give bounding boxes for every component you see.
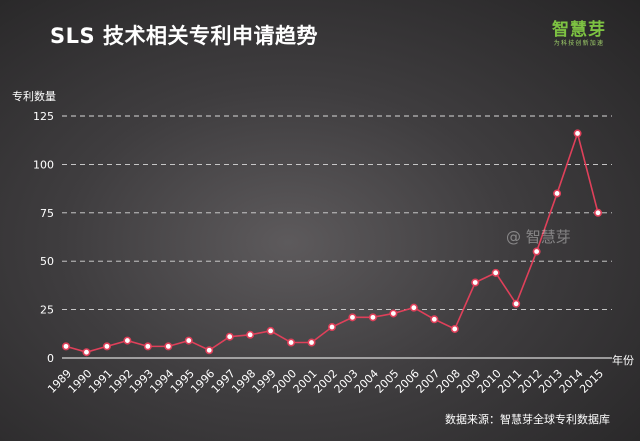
grid-lines	[62, 115, 612, 359]
data-point	[205, 346, 214, 355]
data-points	[61, 129, 602, 357]
y-tick-label: 125	[33, 110, 54, 123]
data-point	[348, 313, 357, 322]
chart-title: SLS 技术相关专利申请趋势	[50, 24, 318, 48]
data-point	[532, 247, 541, 256]
data-point	[409, 303, 418, 312]
y-axis-title: 专利数量	[12, 89, 56, 103]
data-source-note: 数据来源：智慧芽全球专利数据库	[445, 413, 610, 426]
logo-tagline: 为科技创新加速	[553, 40, 605, 47]
logo-name: 智慧芽	[552, 20, 606, 40]
data-point	[553, 189, 562, 198]
brand-logo: 智慧芽 为科技创新加速	[544, 20, 614, 48]
data-point	[368, 313, 377, 322]
data-point	[102, 342, 111, 351]
data-point	[266, 326, 275, 335]
data-point	[143, 342, 152, 351]
x-tick-label: 2015	[577, 367, 606, 396]
data-point	[307, 338, 316, 347]
data-point	[327, 323, 336, 332]
y-tick-label: 75	[40, 207, 54, 220]
data-point	[573, 129, 582, 138]
y-tick-label: 50	[40, 255, 54, 268]
data-point	[593, 208, 602, 217]
y-tick-labels: 0 25 50 75 100 125	[33, 110, 54, 365]
data-point	[430, 315, 439, 324]
x-tick-labels: 1989199019911992199319941995199619971998…	[45, 367, 606, 396]
y-tick-label: 0	[47, 352, 54, 365]
data-point	[82, 348, 91, 357]
data-point	[491, 268, 500, 277]
y-tick-label: 100	[33, 158, 54, 171]
data-point	[512, 299, 521, 308]
data-point	[164, 342, 173, 351]
y-tick-label: 25	[40, 304, 54, 317]
data-point	[123, 336, 132, 345]
data-point	[246, 330, 255, 339]
data-point	[389, 309, 398, 318]
data-point	[471, 278, 480, 287]
data-point	[184, 336, 193, 345]
data-point	[225, 332, 234, 341]
data-point	[287, 338, 296, 347]
data-point	[450, 324, 459, 333]
x-axis-title: 年份	[612, 353, 634, 367]
data-point	[61, 342, 70, 351]
watermark: @ 智慧芽	[506, 228, 571, 246]
